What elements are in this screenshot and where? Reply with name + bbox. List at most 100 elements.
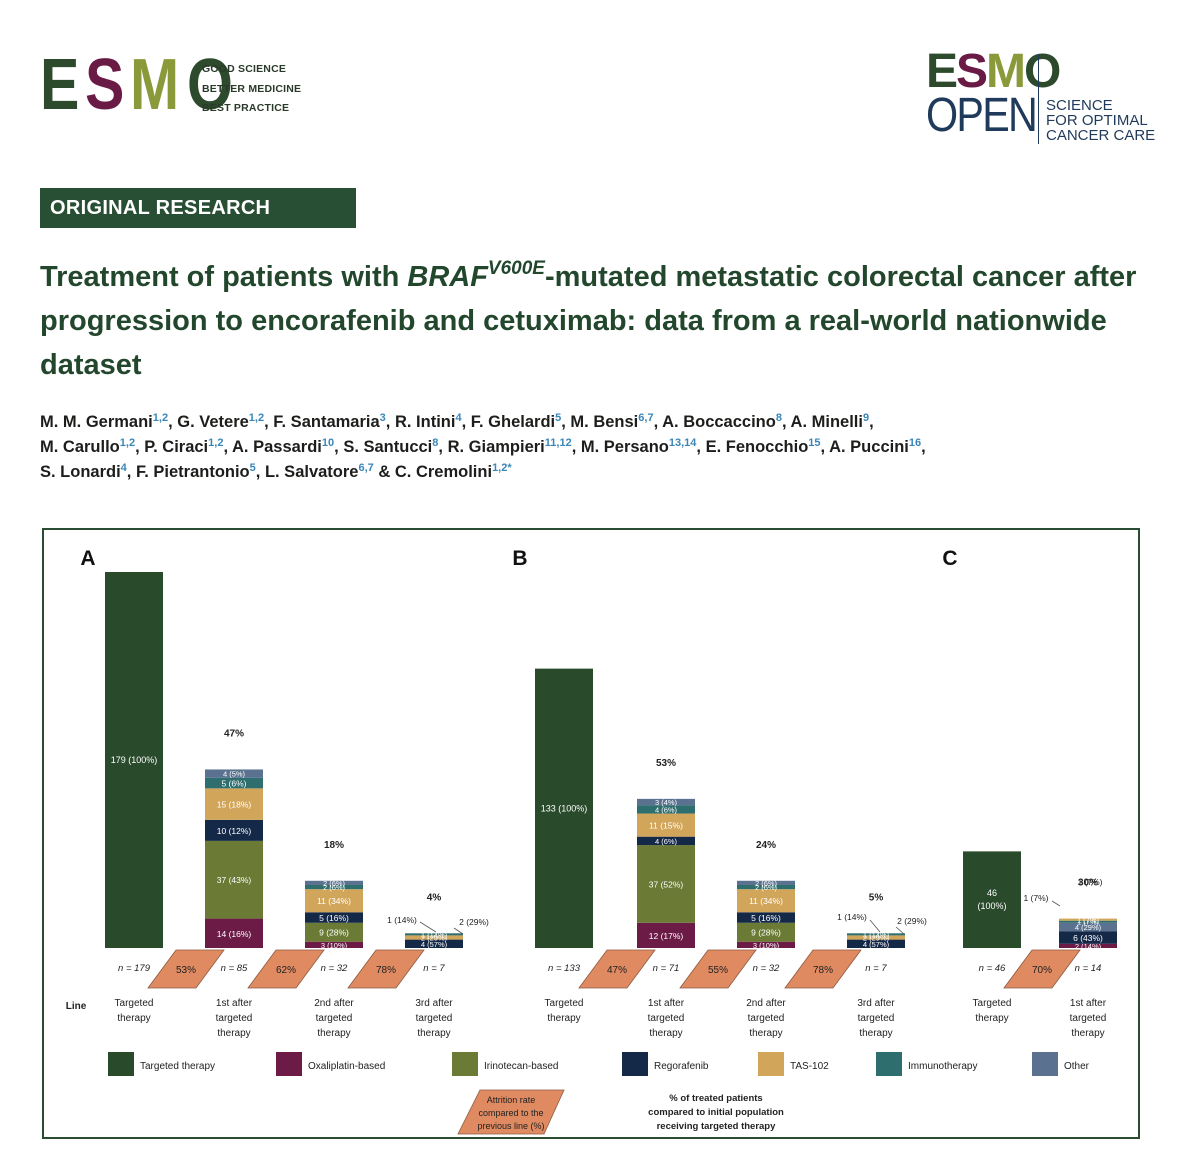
author-affiliation[interactable]: 16 [908, 437, 922, 449]
author-name: R. Intini [394, 413, 456, 431]
line-label: targeted [416, 1013, 453, 1024]
legend-label: Regorafenib [654, 1061, 709, 1072]
author-affiliation[interactable]: 6,7 [358, 462, 374, 474]
bar-segment [1059, 931, 1117, 944]
legend-swatch [452, 1052, 478, 1076]
n-count-label: n = 32 [321, 963, 348, 974]
callout-label: 1 (7%) [1023, 893, 1048, 903]
author-name: M. Persano [580, 438, 669, 456]
author-affiliation[interactable]: 3 [379, 412, 386, 424]
author-affiliation[interactable]: 13,14 [668, 437, 697, 449]
author-affiliation[interactable]: 1,2 [152, 412, 169, 424]
open-tagline: SCIENCE FOR OPTIMAL CANCER CARE [1046, 97, 1156, 144]
segment-label: 9 (28%) [319, 928, 349, 938]
esmo-open-wordmark: ESMO [926, 45, 1061, 98]
segment-label: 133 (100%) [541, 803, 588, 813]
bar-segment [205, 777, 263, 789]
callout-label: 1 (14%) [387, 915, 417, 925]
bar-segment [737, 912, 795, 923]
segment-label: 5 (6%) [221, 779, 246, 789]
bar-segment [305, 880, 363, 885]
bar-segment [737, 880, 795, 885]
author-affiliation[interactable]: 1,2* [492, 462, 512, 474]
callout-leader [895, 926, 905, 935]
line-label: targeted [216, 1013, 253, 1024]
bar-segment [963, 851, 1021, 948]
author-name: C. Cremolini [394, 463, 493, 481]
bar-segment [205, 819, 263, 841]
attrition-label: 47% [607, 965, 627, 976]
segment-label: 4 (6%) [655, 837, 678, 846]
author-name: G. Vetere [177, 413, 249, 431]
tagline-line: BEST PRACTICE [202, 102, 290, 114]
bar-segment [535, 668, 593, 948]
bar-segment [105, 572, 163, 948]
author-affiliation[interactable]: 9 [862, 412, 870, 424]
tagline-line: GOOD SCIENCE [202, 63, 287, 75]
bar-segment [847, 939, 905, 948]
author-affiliation[interactable]: 15 [808, 437, 821, 449]
key-percent-label: receiving targeted therapy [657, 1121, 777, 1132]
legend-label: Other [1064, 1061, 1090, 1072]
bar-segment [637, 798, 695, 806]
esmo-logo: E S M O [40, 45, 240, 125]
segment-label: 3 (4%) [655, 798, 678, 807]
author-affiliation[interactable]: 1,2 [208, 437, 224, 449]
bar-segment [405, 939, 463, 948]
author-name: M. M. Germani [40, 413, 153, 431]
author-name: A. Boccaccino [662, 413, 776, 431]
attrition-box [247, 949, 325, 989]
esmo-tagline: GOOD SCIENCE BETTER MEDICINE BEST PRACTI… [202, 60, 301, 119]
author-name: F. Santamaria [273, 413, 380, 431]
bar-segment [637, 845, 695, 923]
figure-frame: A 179 (100%) n = 179 Targeted therapy 14 (16%… [42, 528, 1140, 1139]
author-name: R. Giampieri [447, 438, 545, 456]
n-count-label: n = 133 [548, 963, 581, 974]
panel-letter: B [512, 547, 527, 570]
esmo-logo-letter-o: O [187, 45, 233, 125]
callout-label: 2 (29%) [897, 916, 927, 926]
segment-label: 5 (16%) [751, 913, 781, 923]
line-label: targeted [1070, 1013, 1107, 1024]
attrition-box [147, 949, 225, 989]
author-affiliation[interactable]: 4 [120, 462, 127, 474]
line-label: Targeted [973, 998, 1012, 1009]
callout-leader [453, 927, 464, 935]
bar-segment [405, 935, 463, 940]
line-label: Targeted [115, 998, 154, 1009]
author-affiliation[interactable]: 11,12 [544, 437, 572, 449]
attrition-box [578, 949, 656, 989]
legend-swatch [758, 1052, 784, 1076]
author-affiliation[interactable]: 1,2 [248, 412, 265, 424]
callout-label: 1 (7%) [1077, 877, 1102, 887]
author-name: F. Ghelardi [470, 413, 556, 431]
key-percent-label: compared to initial population [648, 1107, 784, 1118]
author-affiliation[interactable]: 5 [555, 412, 562, 424]
bar-segment [1059, 920, 1117, 923]
attrition-box [347, 949, 425, 989]
line-label: targeted [858, 1013, 895, 1024]
author-affiliation[interactable]: 10 [321, 437, 335, 449]
legend-label: TAS-102 [790, 1061, 829, 1072]
author-affiliation[interactable]: 8 [432, 437, 439, 449]
line-label: 3rd after [857, 998, 895, 1009]
author-affiliation[interactable]: 1,2 [119, 437, 136, 449]
bar-segment [205, 840, 263, 919]
percent-treated-label: 18% [324, 840, 344, 851]
line-label: targeted [748, 1013, 785, 1024]
author-affiliation[interactable]: 8 [775, 412, 782, 424]
article-title: Treatment of patients with BRAFV600E-mut… [40, 258, 1137, 381]
segment-label: 6 (43%) [1073, 933, 1103, 943]
legend-swatch [1032, 1052, 1058, 1076]
author-affiliation[interactable]: 5 [249, 462, 256, 474]
author-affiliation[interactable]: 6,7 [638, 412, 654, 424]
tagline-line: BETTER MEDICINE [202, 82, 302, 95]
attrition-box [679, 949, 757, 989]
line-label: therapy [317, 1028, 350, 1039]
legend-swatch [276, 1052, 302, 1076]
segment-label: 1 (7%) [1077, 916, 1100, 925]
segment-label: 4 (57%) [421, 940, 448, 949]
esmo-logo-letter-m: M [130, 45, 179, 125]
bar-segment [847, 933, 905, 936]
author-affiliation[interactable]: 4 [455, 412, 462, 424]
